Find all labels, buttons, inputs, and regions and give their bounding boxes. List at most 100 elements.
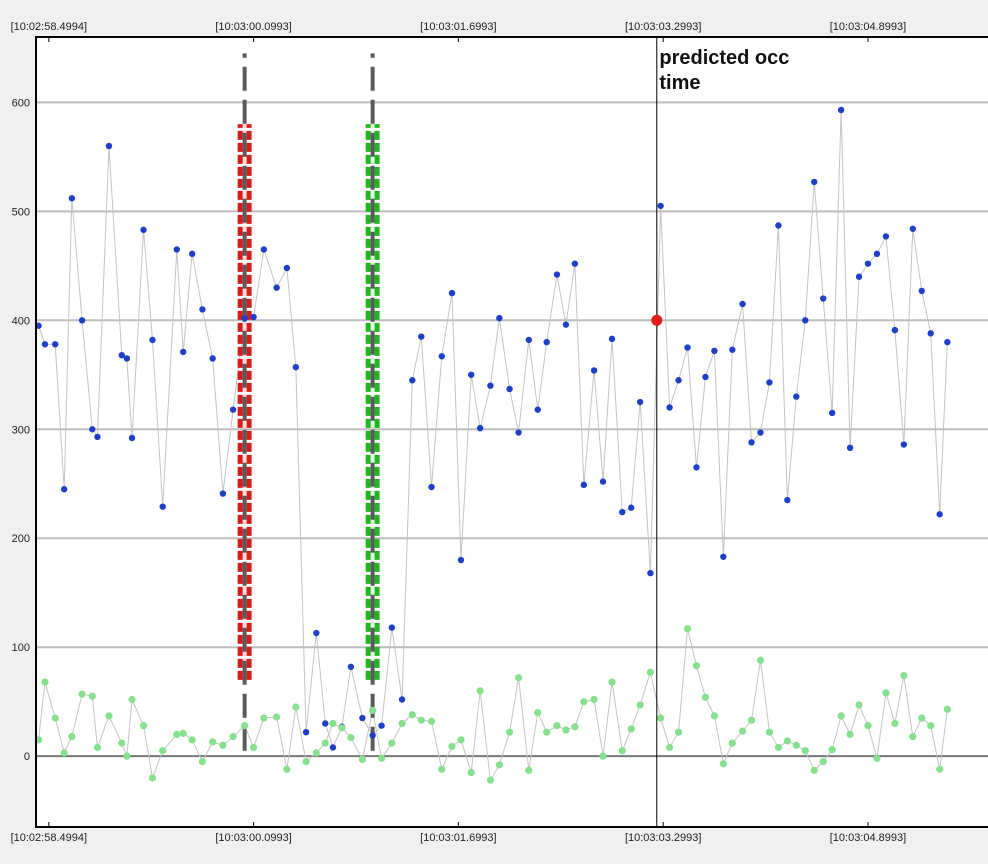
blue-data-point [283, 264, 291, 272]
blue-data-point [199, 306, 206, 313]
blue-data-point [891, 326, 899, 334]
green-data-point [792, 741, 800, 749]
x-tick-label-top: [10:03:04.8993] [830, 21, 906, 33]
annotation-line-2: time [659, 72, 700, 94]
blue-data-point [398, 696, 406, 703]
blue-data-point [149, 336, 156, 344]
blue-data-point [882, 233, 890, 240]
green-data-point [457, 736, 465, 744]
green-data-point [321, 739, 329, 747]
green-data-point [738, 727, 747, 735]
green-data-point [580, 698, 588, 706]
green-data-point [312, 749, 320, 757]
blue-data-point [828, 409, 836, 417]
green-data-point [683, 625, 692, 633]
blue-data-point [329, 744, 337, 751]
blue-data-point [105, 142, 113, 150]
green-data-point [837, 712, 845, 720]
blue-data-point [506, 385, 513, 393]
blue-data-point [666, 404, 673, 411]
green-data-point [159, 747, 167, 755]
x-tick-label-top: [10:03:00.0993] [215, 21, 291, 33]
green-data-point [408, 711, 416, 719]
blue-data-point [720, 553, 727, 560]
green-data-point [562, 726, 570, 734]
blue-data-point [37, 322, 42, 329]
green-data-point [855, 701, 863, 709]
green-data-point [198, 758, 206, 766]
green-data-point [283, 765, 291, 773]
green-data-point [701, 693, 710, 701]
blue-data-point [608, 335, 616, 343]
blue-data-point [944, 338, 951, 346]
blue-data-point [292, 363, 300, 371]
green-data-point [37, 736, 43, 744]
green-data-point [302, 758, 310, 766]
blue-data-point [590, 367, 598, 374]
green-data-point [674, 728, 683, 736]
blue-data-point [369, 732, 376, 739]
blue-data-point [418, 333, 425, 340]
green-data-point [209, 738, 217, 746]
blue-data-point [562, 321, 570, 328]
blue-data-point [757, 429, 764, 436]
annotation-line-1: predicted occ [659, 47, 789, 69]
green-data-point [608, 678, 616, 686]
x-tick-label-bottom: [10:02:58.4994] [11, 832, 87, 844]
green-data-point [78, 690, 86, 698]
green-data-point [873, 754, 881, 762]
blue-data-point [802, 317, 809, 324]
green-data-point [60, 749, 68, 757]
green-data-point [51, 714, 59, 722]
blue-data-point [188, 250, 196, 258]
green-data-point [571, 723, 579, 731]
green-data-point [828, 746, 836, 754]
blue-data-point [273, 284, 280, 291]
blue-data-point [657, 202, 664, 210]
green-data-point [241, 722, 249, 730]
x-axis-bottom-ticks: [10:02:58.4994] [10:03:00.0993] [10:03:01.… [11, 822, 906, 844]
y-tick-label: 500 [12, 206, 30, 218]
blue-data-point [229, 406, 237, 413]
blue-data-point [636, 398, 644, 406]
blue-data-point [60, 486, 68, 493]
green-data-point [728, 739, 736, 747]
green-data-point [525, 766, 533, 774]
green-data-point [427, 717, 436, 725]
green-data-point [636, 701, 644, 709]
green-data-point [88, 692, 96, 700]
blue-data-point [855, 273, 863, 280]
green-data-point [250, 743, 258, 752]
blue-data-point [534, 406, 541, 413]
green-data-point [273, 713, 281, 721]
green-data-point [666, 743, 674, 752]
green-data-point [358, 755, 366, 764]
blue-data-point [647, 569, 654, 577]
green-data-point [719, 760, 727, 768]
green-data-point [486, 776, 494, 784]
green-data-point [918, 714, 926, 722]
green-data-point [495, 761, 503, 769]
blue-data-point [684, 344, 691, 351]
green-data-point [514, 674, 523, 682]
green-data-point [909, 732, 917, 741]
y-tick-label: 400 [12, 315, 30, 327]
green-data-point [128, 695, 136, 704]
blue-data-point [729, 346, 736, 353]
blue-data-point [359, 714, 366, 722]
blue-data-point [68, 195, 76, 202]
green-data-point [590, 695, 598, 704]
green-data-point [448, 742, 456, 750]
green-data-point [229, 732, 237, 741]
blue-data-point [820, 295, 827, 302]
blue-data-point [260, 246, 268, 253]
highlight-point [651, 314, 663, 326]
blue-data-point [347, 663, 355, 671]
green-data-point [927, 722, 935, 730]
green-data-point [378, 754, 386, 762]
blue-data-point [241, 314, 248, 322]
green-data-point [553, 722, 561, 730]
green-data-point [936, 765, 944, 773]
blue-data-point [123, 355, 131, 362]
